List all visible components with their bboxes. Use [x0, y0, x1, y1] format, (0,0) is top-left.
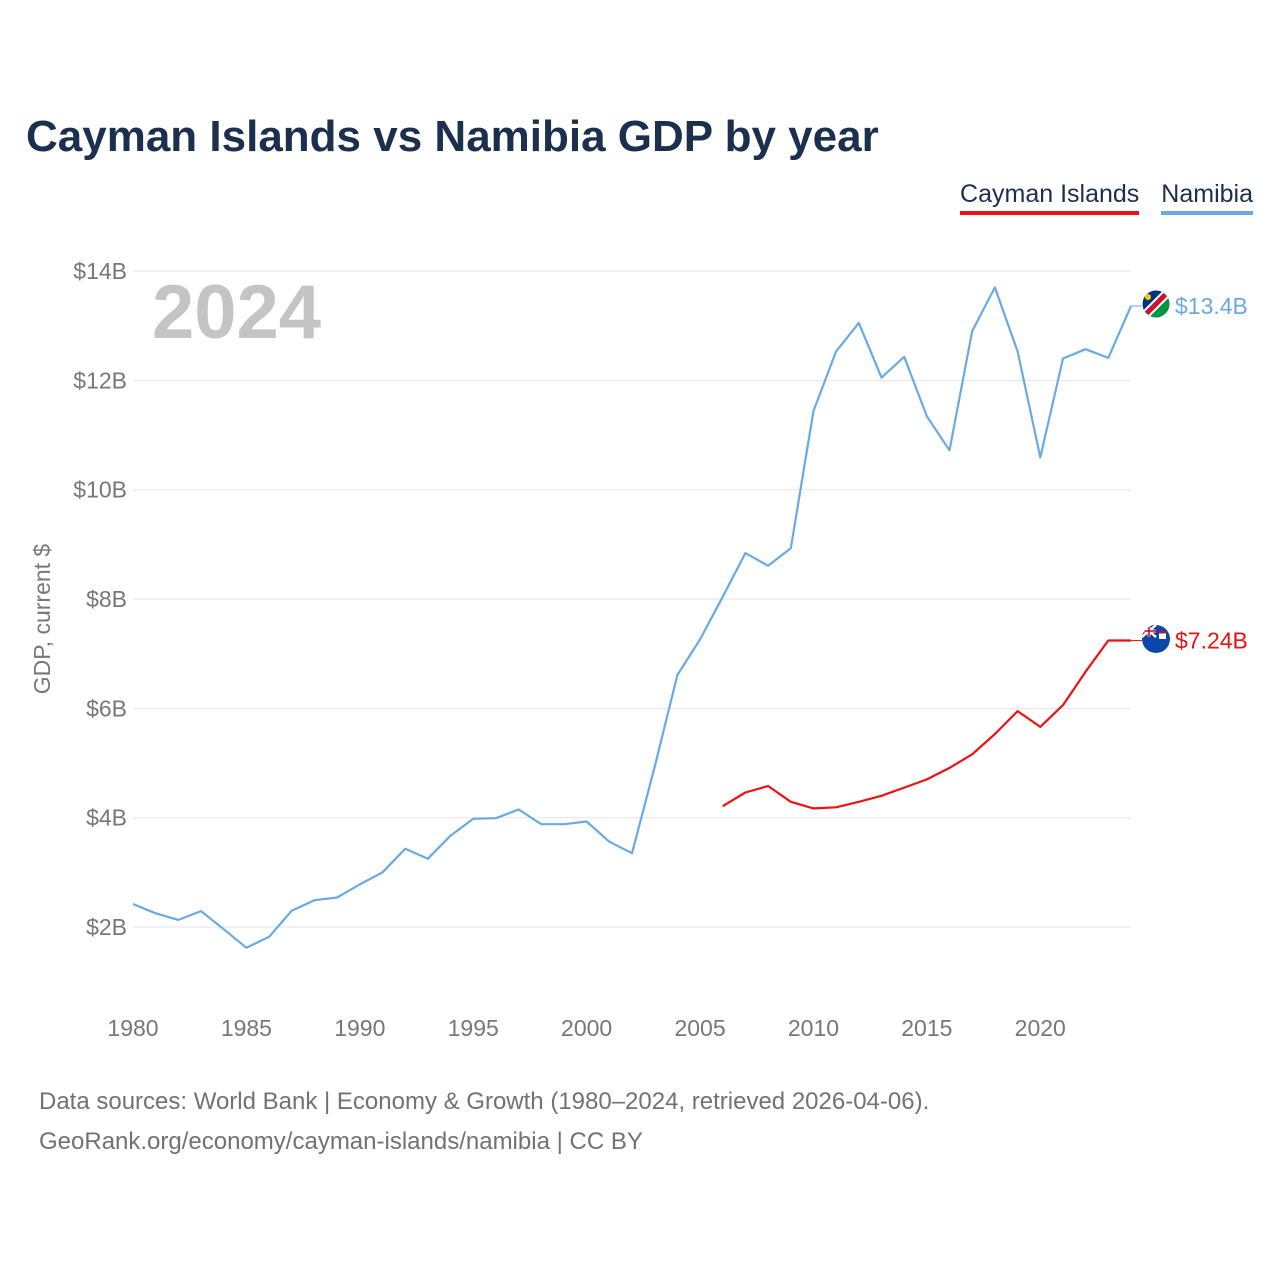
series-line-cayman-islands[interactable] [722, 639, 1131, 810]
end-label-cayman-islands: $7.24B [1175, 628, 1248, 654]
data-point-cayman-islands[interactable] [788, 799, 794, 805]
x-tick-label: 2005 [674, 1015, 725, 1041]
data-point-cayman-islands[interactable] [856, 799, 862, 805]
x-tick-label: 1980 [107, 1015, 158, 1041]
x-tick-label: 2000 [561, 1015, 612, 1041]
data-point-cayman-islands[interactable] [1083, 669, 1089, 675]
data-point-namibia[interactable] [516, 806, 522, 812]
data-point-namibia[interactable] [425, 856, 431, 862]
y-tick-label: $12B [73, 367, 127, 393]
data-point-namibia[interactable] [697, 636, 703, 642]
data-point-cayman-islands[interactable] [879, 793, 885, 799]
data-point-namibia[interactable] [334, 894, 340, 900]
data-point-cayman-islands[interactable] [969, 751, 975, 757]
grid-lines [133, 270, 1131, 928]
data-point-namibia[interactable] [221, 926, 227, 932]
x-tick-label: 2020 [1015, 1015, 1066, 1041]
data-point-cayman-islands[interactable] [810, 805, 816, 811]
data-point-namibia[interactable] [380, 869, 386, 875]
data-point-namibia[interactable] [1037, 454, 1043, 460]
source-line-2: GeoRank.org/economy/cayman-islands/namib… [39, 1128, 643, 1155]
data-point-namibia[interactable] [175, 917, 181, 923]
data-point-namibia[interactable] [765, 563, 771, 569]
data-point-namibia[interactable] [266, 934, 272, 940]
legend-item-namibia[interactable]: Namibia [1161, 180, 1253, 215]
end-label-namibia: $13.4B [1175, 293, 1248, 319]
data-point-namibia[interactable] [856, 320, 862, 326]
data-point-namibia[interactable] [243, 945, 249, 951]
data-point-cayman-islands[interactable] [1037, 724, 1043, 730]
data-point-cayman-islands[interactable] [924, 776, 930, 782]
data-point-cayman-islands[interactable] [947, 765, 953, 771]
data-point-namibia[interactable] [720, 594, 726, 600]
y-axis-label: GDP, current $ [29, 544, 55, 695]
data-point-namibia[interactable] [879, 375, 885, 381]
data-point-namibia[interactable] [924, 413, 930, 419]
gdp-line-chart: $2B $4B $6B $8B $10B $12B $14B 1980 1985 1990 199… [29, 258, 1248, 1041]
data-point-namibia[interactable] [402, 846, 408, 852]
data-point-namibia[interactable] [130, 901, 136, 907]
y-tick-label: $4B [86, 805, 127, 831]
data-point-namibia[interactable] [538, 821, 544, 827]
data-point-namibia[interactable] [947, 447, 953, 453]
data-point-namibia[interactable] [448, 833, 454, 839]
y-tick-label: $10B [73, 477, 127, 503]
data-point-namibia[interactable] [788, 545, 794, 551]
x-axis-ticks: 1980 1985 1990 1995 2000 2005 2010 2015 2020 [107, 1015, 1065, 1041]
year-watermark: 2024 [152, 270, 321, 355]
data-point-namibia[interactable] [652, 764, 658, 770]
y-tick-label: $14B [73, 258, 127, 284]
data-point-cayman-islands[interactable] [742, 790, 748, 796]
data-point-cayman-islands[interactable] [1015, 708, 1021, 714]
data-point-namibia[interactable] [1015, 348, 1021, 354]
data-point-cayman-islands[interactable] [992, 731, 998, 737]
x-tick-label: 2010 [788, 1015, 839, 1041]
data-point-namibia[interactable] [629, 850, 635, 856]
data-point-cayman-islands[interactable] [720, 803, 726, 809]
series-line-namibia[interactable] [132, 286, 1133, 949]
x-tick-label: 2015 [901, 1015, 952, 1041]
x-tick-label: 1985 [221, 1015, 272, 1041]
data-point-cayman-islands[interactable] [765, 783, 771, 789]
data-point-namibia[interactable] [1083, 346, 1089, 352]
data-point-namibia[interactable] [606, 839, 612, 845]
data-point-namibia[interactable] [833, 348, 839, 354]
y-tick-label: $6B [86, 695, 127, 721]
data-point-namibia[interactable] [289, 908, 295, 914]
legend-item-cayman-islands[interactable]: Cayman Islands [960, 180, 1140, 215]
data-point-namibia[interactable] [470, 816, 476, 822]
data-point-namibia[interactable] [561, 821, 567, 827]
data-point-namibia[interactable] [311, 897, 317, 903]
legend: Cayman Islands Namibia [960, 180, 1253, 215]
data-point-cayman-islands[interactable] [901, 785, 907, 791]
data-point-cayman-islands[interactable] [833, 804, 839, 810]
data-point-namibia[interactable] [810, 408, 816, 414]
data-point-namibia[interactable] [1105, 355, 1111, 361]
data-point-namibia[interactable] [969, 328, 975, 334]
data-point-namibia[interactable] [493, 815, 499, 821]
data-point-namibia[interactable] [992, 284, 998, 290]
y-tick-label: $2B [86, 914, 127, 940]
cayman-islands-flag-icon [1142, 625, 1170, 653]
data-point-namibia[interactable] [742, 550, 748, 556]
data-point-namibia[interactable] [1060, 355, 1066, 361]
data-point-namibia[interactable] [901, 354, 907, 360]
x-tick-label: 1995 [448, 1015, 499, 1041]
data-point-cayman-islands[interactable] [1060, 702, 1066, 708]
series-lines: $13.4B $7.24B [130, 284, 1248, 951]
data-point-namibia[interactable] [674, 672, 680, 678]
data-point-namibia[interactable] [198, 908, 204, 914]
namibia-flag-icon [1141, 289, 1171, 319]
data-point-namibia[interactable] [357, 881, 363, 887]
x-tick-label: 1990 [334, 1015, 385, 1041]
data-point-namibia[interactable] [153, 910, 159, 916]
data-point-namibia[interactable] [584, 818, 590, 824]
y-tick-label: $8B [86, 586, 127, 612]
y-axis-ticks: $2B $4B $6B $8B $10B $12B $14B [73, 258, 127, 940]
source-line-1: Data sources: World Bank | Economy & Gro… [39, 1088, 930, 1115]
data-point-cayman-islands[interactable] [1105, 638, 1111, 644]
page-title: Cayman Islands vs Namibia GDP by year [26, 112, 879, 161]
source-note: Data sources: World Bank | Economy & Gro… [39, 1082, 929, 1162]
